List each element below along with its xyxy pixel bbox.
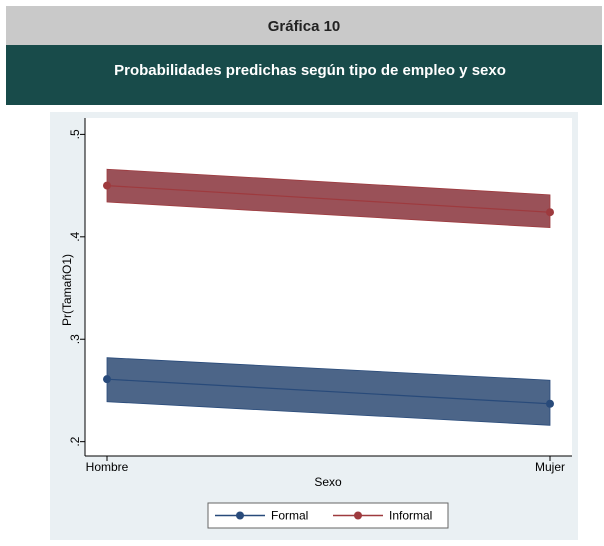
x-tick-label: Hombre	[86, 460, 129, 474]
series-line	[106, 378, 551, 405]
subtitle: Probabilidades predichas según tipo de e…	[114, 62, 506, 79]
point	[546, 208, 554, 217]
legend-label: Informal	[389, 509, 432, 523]
point	[103, 181, 111, 190]
y-axis-label: Pr(TamañO1)	[60, 254, 74, 326]
y-tick-label: .2	[68, 436, 82, 446]
title-band	[6, 6, 602, 45]
subtitle-band	[6, 45, 602, 105]
series-line	[106, 185, 551, 213]
y-tick-label: .3	[68, 334, 82, 344]
title: Gráfica 10	[268, 18, 341, 35]
legend-marker	[236, 511, 244, 520]
legend-marker	[354, 511, 362, 520]
x-tick-label: Mujer	[535, 460, 565, 474]
y-tick-label: .5	[68, 129, 82, 139]
point	[546, 399, 554, 408]
legend-label: Formal	[271, 509, 308, 523]
point	[103, 375, 111, 384]
x-axis-label: Sexo	[314, 475, 342, 489]
y-tick-label: .4	[68, 231, 82, 241]
